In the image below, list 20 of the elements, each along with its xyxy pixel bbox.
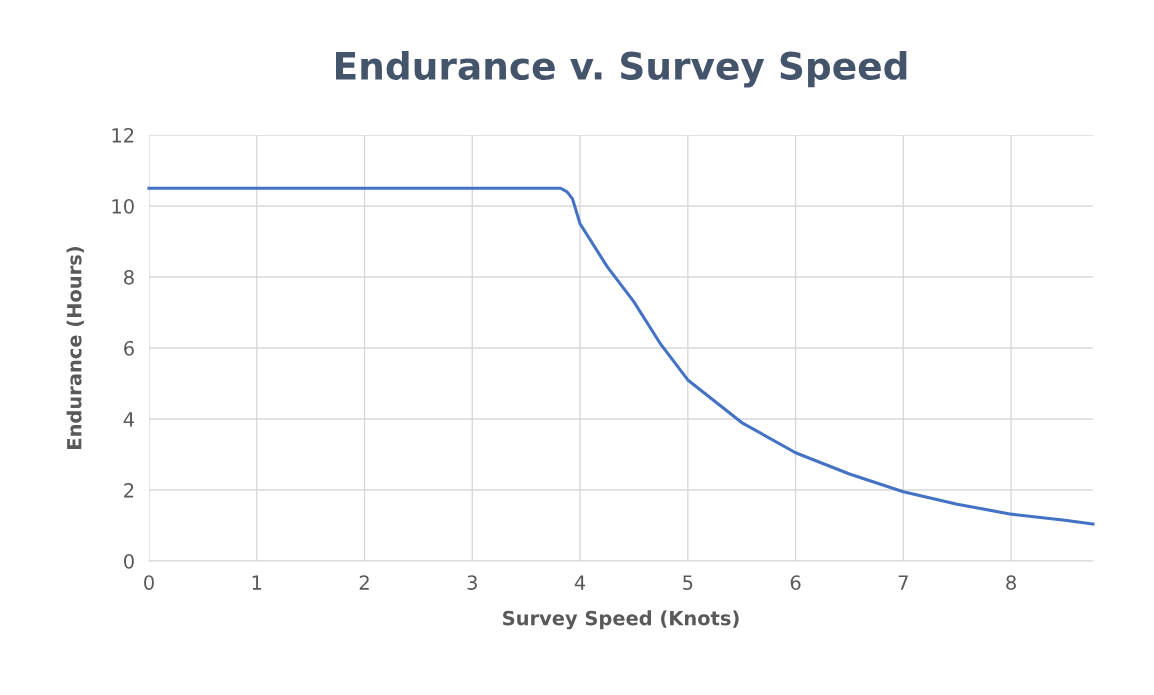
x-tick-label: 0 <box>144 575 154 590</box>
y-tick-label: 0 <box>124 553 134 569</box>
line-series <box>147 186 1095 526</box>
x-tick-label: 2 <box>359 575 369 590</box>
x-tick-label: 6 <box>790 575 801 590</box>
x-tick-label: 8 <box>1006 575 1016 590</box>
x-tick-label: 1 <box>252 575 262 590</box>
y-tick-label: 8 <box>124 269 134 285</box>
x-tick-label: 4 <box>574 575 586 590</box>
y-tick-label: 6 <box>124 340 134 356</box>
y-tick-label: 2 <box>124 482 134 498</box>
y-tick-label: 4 <box>123 412 135 427</box>
x-axis-title: Survey Speed (Knots) <box>503 610 739 630</box>
x-tick-label: 3 <box>467 575 477 590</box>
chart-title: Endurance v. Survey Speed <box>336 50 907 88</box>
x-tick-label: 5 <box>683 575 693 590</box>
y-axis-title: Endurance (Hours) <box>66 247 84 449</box>
x-tick-label: 7 <box>898 575 908 590</box>
y-tick-label: 12 <box>112 127 134 143</box>
y-tick-label: 10 <box>112 198 134 214</box>
